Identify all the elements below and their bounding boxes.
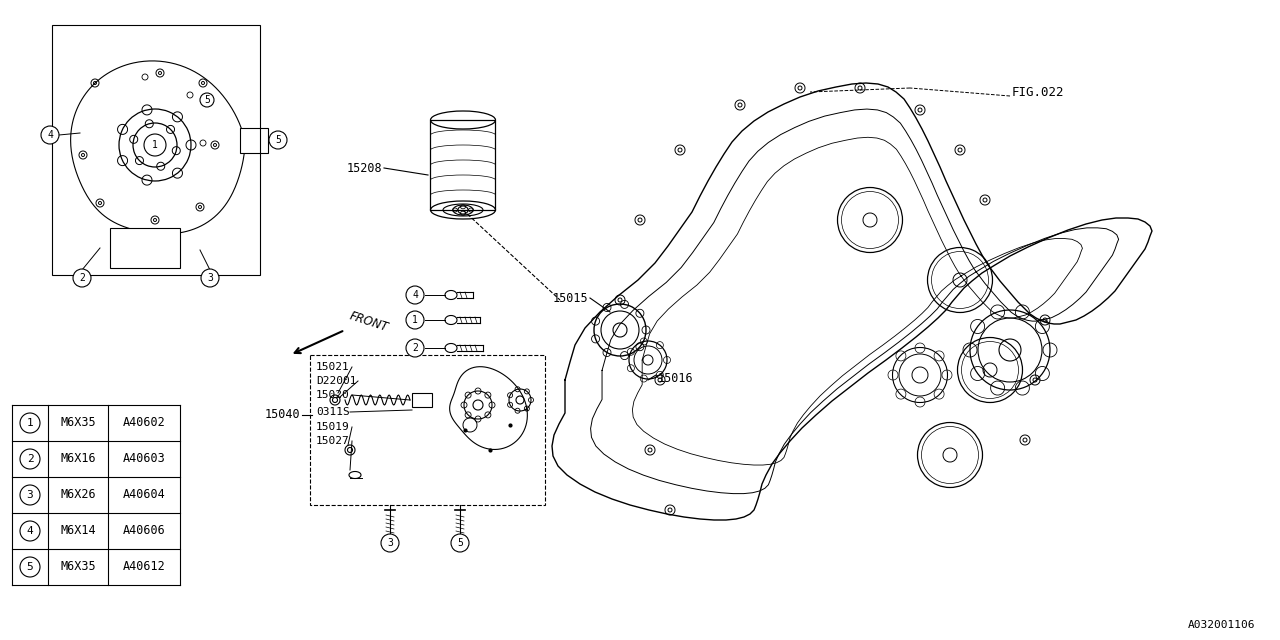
Text: 3: 3	[387, 538, 393, 548]
Text: 15040: 15040	[265, 408, 300, 422]
Circle shape	[406, 286, 424, 304]
Text: 5: 5	[457, 538, 463, 548]
Text: 4: 4	[47, 130, 52, 140]
Text: FRONT: FRONT	[348, 310, 390, 334]
Text: 15021: 15021	[316, 362, 349, 372]
Bar	[52, 25, 260, 275]
Text: A40603: A40603	[123, 452, 165, 465]
Text: 5: 5	[204, 95, 210, 105]
Circle shape	[451, 534, 468, 552]
Text: A40602: A40602	[123, 417, 165, 429]
Circle shape	[20, 557, 40, 577]
Text: 15016: 15016	[658, 371, 694, 385]
Polygon shape	[70, 61, 246, 234]
Text: 5: 5	[27, 562, 33, 572]
Text: 5: 5	[275, 135, 280, 145]
Circle shape	[200, 93, 214, 107]
Circle shape	[269, 131, 287, 149]
Text: M6X14: M6X14	[60, 525, 96, 538]
Text: 15208: 15208	[347, 161, 381, 175]
Text: 2: 2	[412, 343, 419, 353]
Polygon shape	[552, 83, 1152, 520]
Circle shape	[406, 311, 424, 329]
Text: 4: 4	[27, 526, 33, 536]
Text: M6X35: M6X35	[60, 417, 96, 429]
Text: M6X16: M6X16	[60, 452, 96, 465]
Circle shape	[20, 413, 40, 433]
Text: 1: 1	[412, 315, 419, 325]
Bar	[310, 355, 545, 505]
Circle shape	[143, 134, 166, 156]
Text: 4: 4	[412, 290, 419, 300]
Bar	[241, 128, 268, 153]
Circle shape	[406, 339, 424, 357]
Circle shape	[20, 449, 40, 469]
Circle shape	[20, 485, 40, 505]
Text: A032001106: A032001106	[1188, 620, 1254, 630]
Bar	[412, 393, 433, 407]
Text: 15019: 15019	[316, 422, 349, 432]
Text: M6X26: M6X26	[60, 488, 96, 502]
Text: D22001: D22001	[316, 376, 357, 386]
Circle shape	[381, 534, 399, 552]
Text: 1: 1	[152, 140, 157, 150]
Text: 1: 1	[27, 418, 33, 428]
Bar	[430, 120, 495, 210]
Bar	[110, 228, 180, 268]
Text: 0311S: 0311S	[316, 407, 349, 417]
Text: 15027: 15027	[316, 436, 349, 446]
Text: A40606: A40606	[123, 525, 165, 538]
Text: 15015: 15015	[553, 291, 588, 305]
Text: A40604: A40604	[123, 488, 165, 502]
Circle shape	[73, 269, 91, 287]
Text: 3: 3	[27, 490, 33, 500]
Polygon shape	[449, 367, 527, 449]
Text: FIG.022: FIG.022	[1012, 86, 1065, 99]
Text: 3: 3	[207, 273, 212, 283]
Text: M6X35: M6X35	[60, 561, 96, 573]
Circle shape	[41, 126, 59, 144]
Circle shape	[201, 269, 219, 287]
Text: A40612: A40612	[123, 561, 165, 573]
Circle shape	[20, 521, 40, 541]
Text: 15020: 15020	[316, 390, 349, 400]
Text: 2: 2	[27, 454, 33, 464]
Text: 2: 2	[79, 273, 84, 283]
